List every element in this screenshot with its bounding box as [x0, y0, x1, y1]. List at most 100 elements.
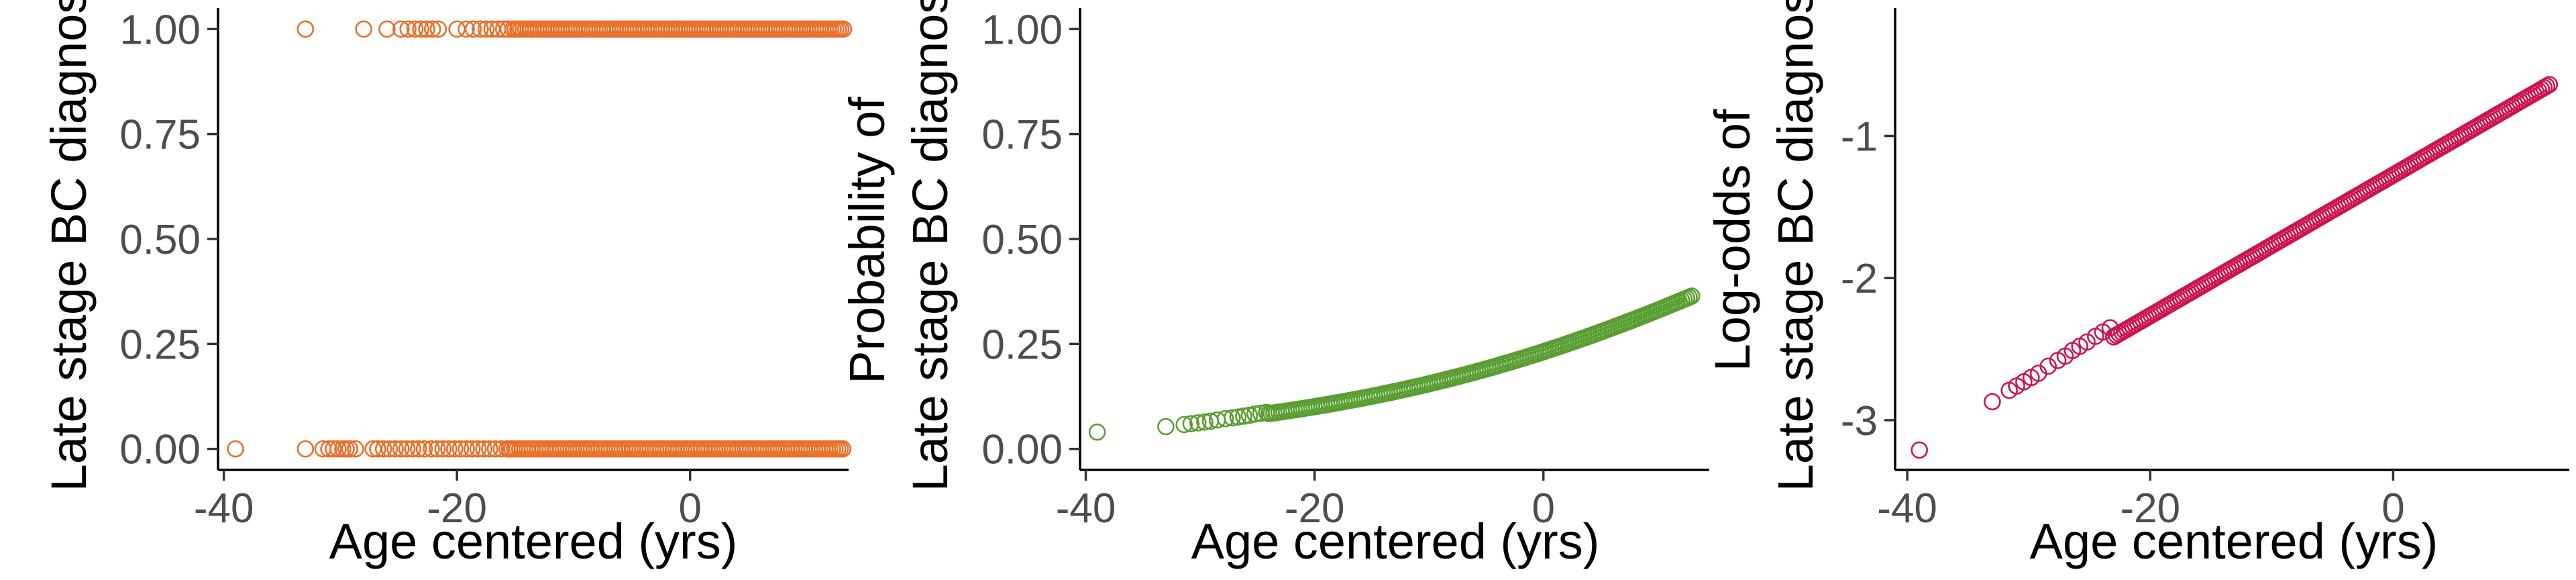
x-tick-label: -20 — [2120, 485, 2180, 532]
x-tick-label: -20 — [1285, 485, 1345, 532]
data-point — [369, 440, 386, 458]
x-tick-label: 0 — [678, 485, 701, 532]
y-axis-title-line1: Log-odds of — [1705, 109, 1760, 371]
y-tick-label: 0.50 — [981, 217, 1063, 263]
data-point — [429, 20, 447, 38]
data-point — [1984, 393, 2001, 411]
points-layer — [1911, 76, 2559, 459]
x-tick-label: 0 — [2381, 485, 2404, 532]
data-point — [440, 440, 458, 458]
data-point — [1240, 406, 1258, 424]
data-point — [1229, 408, 1247, 426]
data-point — [428, 440, 446, 458]
panel-log-odds: -40 -20 0 -3 -2 -1 Age centered (yrs) Log-odd… — [1705, 0, 2569, 569]
y-tick-label: 0.00 — [119, 427, 201, 473]
data-point — [406, 20, 424, 38]
data-point — [486, 440, 504, 458]
data-point — [355, 20, 373, 38]
y-tick-label: 0.00 — [981, 427, 1063, 473]
data-point — [834, 440, 852, 458]
y-tick-label: 0.25 — [981, 322, 1063, 368]
data-point — [434, 440, 452, 458]
x-axis-title: Age centered (yrs) — [2030, 514, 2438, 569]
data-point — [1088, 423, 1106, 441]
data-point — [469, 440, 487, 458]
ticks-layer: -40 -20 0 0.00 0.25 0.50 0.75 1.00 — [119, 7, 702, 532]
panel-probability: -40 -20 0 0.00 0.25 0.50 0.75 1.00 Age centered… — [839, 0, 1709, 569]
data-point — [1246, 405, 1264, 423]
points-layer — [1088, 287, 1701, 441]
data-point — [458, 20, 475, 38]
data-point — [835, 20, 853, 38]
data-point — [451, 440, 470, 458]
data-point — [1157, 418, 1175, 436]
x-tick-label: -40 — [194, 485, 254, 532]
data-point — [364, 440, 382, 458]
data-point — [398, 440, 416, 458]
points-layer — [227, 20, 853, 458]
x-tick-label: -40 — [1877, 485, 1937, 532]
y-tick-label: 0.25 — [119, 322, 201, 368]
data-point — [2039, 357, 2057, 375]
data-point — [472, 20, 489, 38]
data-point — [448, 20, 466, 38]
y-tick-label: -1 — [1841, 114, 1878, 160]
data-point — [410, 440, 427, 458]
data-point — [380, 440, 398, 458]
data-point — [1189, 414, 1207, 432]
y-tick-label: 1.00 — [119, 7, 201, 53]
data-point — [399, 20, 417, 38]
data-point — [477, 20, 495, 38]
data-point — [475, 440, 493, 458]
data-point — [494, 20, 513, 38]
data-point — [423, 20, 441, 38]
data-point — [1196, 413, 1214, 431]
data-point — [341, 440, 359, 458]
y-tick-label: 0.50 — [119, 217, 201, 263]
x-axis-title: Age centered (yrs) — [329, 514, 738, 569]
y-axis-title-line2: Late stage BC diagnos — [1768, 0, 1823, 491]
y-axis-title-line1: Probability of — [839, 97, 895, 384]
data-point — [1216, 409, 1234, 428]
data-point — [392, 20, 410, 38]
data-point — [480, 440, 498, 458]
data-point — [392, 440, 410, 458]
data-point — [329, 440, 347, 458]
data-point — [418, 20, 435, 38]
data-point — [404, 440, 422, 458]
data-point — [1224, 409, 1241, 427]
x-tick-label: 0 — [1532, 485, 1554, 532]
data-point — [1911, 441, 1928, 459]
data-point — [347, 440, 364, 458]
data-point — [227, 440, 244, 458]
data-point — [2540, 76, 2559, 93]
data-point — [445, 440, 464, 458]
ticks-layer: -40 -20 0 0.00 0.25 0.50 0.75 1.00 — [981, 7, 1555, 532]
data-point — [378, 20, 396, 38]
data-point — [1175, 416, 1193, 434]
y-tick-label: 0.75 — [981, 112, 1063, 158]
data-point — [374, 440, 392, 458]
y-tick-label: -3 — [1841, 398, 1878, 444]
data-point — [386, 440, 404, 458]
y-tick-label: -2 — [1841, 256, 1878, 302]
data-point — [2538, 77, 2556, 95]
data-point — [1682, 287, 1701, 305]
data-point — [412, 20, 430, 38]
x-tick-label: -20 — [427, 485, 487, 532]
y-tick-label: 0.75 — [119, 112, 201, 158]
data-point — [297, 20, 315, 38]
data-point — [2078, 333, 2096, 351]
data-point — [423, 440, 440, 458]
x-tick-label: -40 — [1056, 485, 1116, 532]
ticks-layer: -40 -20 0 -3 -2 -1 — [1841, 114, 2405, 532]
data-point — [463, 440, 481, 458]
data-point — [297, 440, 315, 458]
data-point — [415, 440, 433, 458]
data-point — [320, 440, 337, 458]
y-tick-label: 1.00 — [981, 7, 1063, 53]
data-point — [458, 440, 475, 458]
data-point — [1182, 415, 1200, 433]
y-axis-title: Late stage BC diagnos — [41, 0, 97, 491]
